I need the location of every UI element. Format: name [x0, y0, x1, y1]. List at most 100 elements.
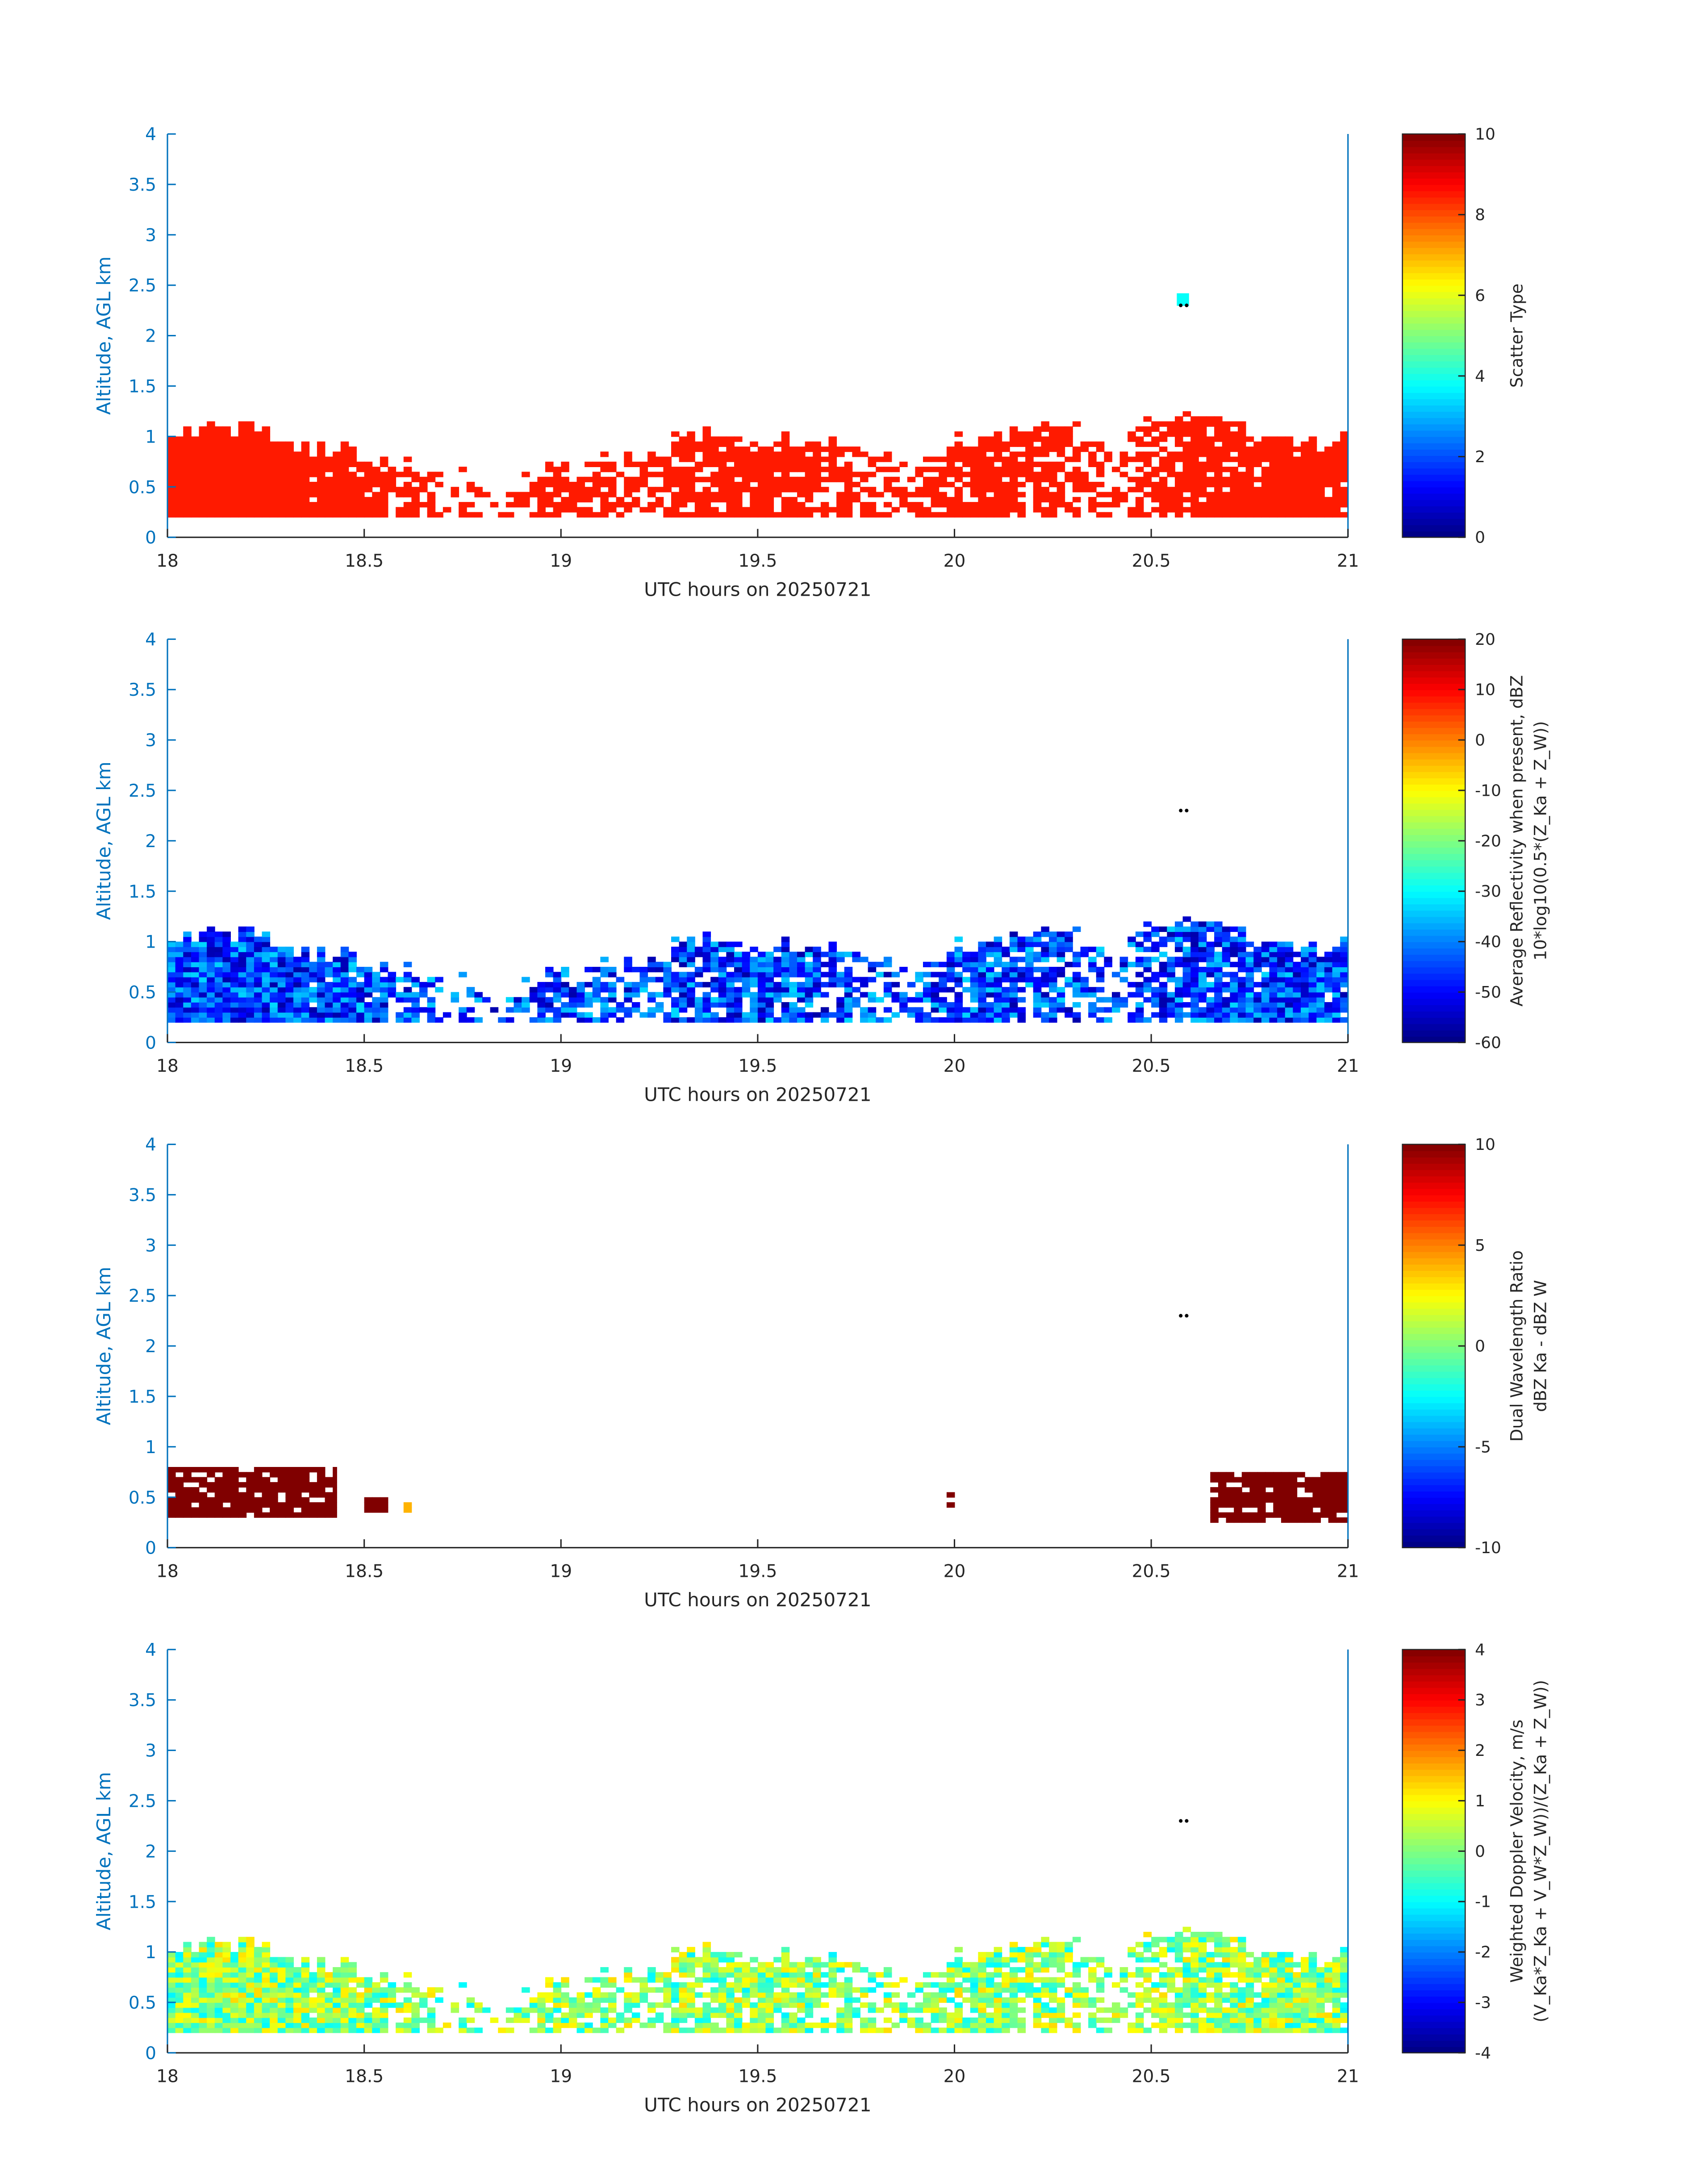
- heatmap-cell: [301, 1502, 310, 1508]
- heatmap-cell: [403, 997, 412, 1003]
- heatmap-cell: [1253, 461, 1262, 468]
- heatmap-cell: [1190, 982, 1199, 988]
- heatmap-cell: [1182, 932, 1191, 937]
- heatmap-cell: [1301, 446, 1309, 452]
- heatmap-cell: [931, 467, 940, 472]
- heatmap-cell: [1112, 1007, 1120, 1013]
- colorbar-swatch: [1402, 670, 1466, 678]
- heatmap-cell: [624, 2022, 632, 2028]
- heatmap-cell: [443, 2022, 451, 2028]
- heatmap-cell: [585, 476, 593, 482]
- colorbar-tick-label: 5: [1475, 1237, 1485, 1255]
- heatmap-cell: [301, 497, 310, 503]
- heatmap-cell: [561, 2022, 569, 2028]
- heatmap-cell: [254, 936, 263, 942]
- heatmap-cell: [994, 987, 1002, 993]
- heatmap-cell: [734, 512, 743, 518]
- heatmap-cell: [702, 497, 711, 503]
- heatmap-cell: [372, 1007, 380, 1013]
- y-tick-label: 1.5: [129, 1387, 156, 1407]
- colorbar-swatch: [1402, 979, 1466, 986]
- heatmap-cell: [214, 1502, 223, 1508]
- heatmap-cell: [765, 1977, 774, 1983]
- heatmap-cell: [1135, 481, 1144, 488]
- heatmap-cell: [183, 1002, 192, 1008]
- colorbar-tick-label: 2: [1475, 448, 1485, 466]
- heatmap-cell: [1041, 972, 1049, 978]
- heatmap-cell: [238, 1512, 247, 1518]
- heatmap-cell: [868, 2002, 877, 2008]
- heatmap-cell: [1033, 977, 1042, 982]
- heatmap-cell: [608, 997, 617, 1003]
- heatmap-cell: [277, 1962, 286, 1968]
- heatmap-cell: [734, 467, 743, 472]
- heatmap-cell: [474, 2027, 483, 2033]
- heatmap-cell: [270, 1012, 278, 1018]
- heatmap-cell: [396, 1987, 404, 1993]
- heatmap-cell: [1320, 1512, 1329, 1518]
- heatmap-cell: [1206, 416, 1215, 422]
- heatmap-cell: [978, 1002, 986, 1008]
- heatmap-cell: [333, 961, 341, 967]
- heatmap-cell: [1253, 952, 1262, 957]
- heatmap-cell: [1245, 492, 1254, 497]
- heatmap-cell: [1025, 957, 1034, 962]
- heatmap-cell: [1304, 1497, 1313, 1503]
- heatmap-cell: [1159, 1012, 1168, 1018]
- heatmap-cell: [1301, 461, 1309, 468]
- heatmap-cell: [1234, 1512, 1242, 1518]
- heatmap-cell: [608, 992, 617, 998]
- colorbar-swatch: [1402, 1289, 1466, 1296]
- heatmap-cell: [1104, 1007, 1112, 1013]
- heatmap-cell: [1210, 1517, 1219, 1523]
- heatmap-cell: [529, 987, 538, 993]
- heatmap-cell: [687, 936, 695, 942]
- heatmap-cell: [333, 1017, 341, 1023]
- heatmap-cell: [380, 456, 388, 462]
- heatmap-cell: [844, 987, 853, 993]
- heatmap-cell: [222, 436, 231, 442]
- heatmap-cell: [994, 992, 1002, 998]
- heatmap-cell: [1226, 1497, 1235, 1503]
- heatmap-cell: [1245, 512, 1254, 518]
- heatmap-cell: [734, 502, 743, 508]
- heatmap-cell: [1253, 497, 1262, 503]
- heatmap-cell: [702, 446, 711, 452]
- heatmap-cell: [246, 421, 255, 427]
- colorbar-swatch: [1402, 405, 1466, 412]
- heatmap-cell: [372, 997, 380, 1003]
- heatmap-cell: [246, 487, 255, 493]
- heatmap-cell: [246, 481, 255, 488]
- heatmap-cell: [222, 467, 231, 472]
- heatmap-cell: [860, 507, 869, 513]
- heatmap-cell: [317, 1482, 326, 1488]
- heatmap-cell: [1238, 421, 1246, 427]
- heatmap-cell: [734, 451, 743, 457]
- heatmap-cell: [246, 926, 255, 932]
- heatmap-cell: [1143, 431, 1152, 437]
- heatmap-cell: [1159, 997, 1168, 1003]
- heatmap-cell: [1065, 441, 1073, 447]
- heatmap-cell: [805, 1982, 814, 1988]
- heatmap-cell: [702, 967, 711, 973]
- heatmap-cell: [828, 972, 837, 978]
- heatmap-cell: [1249, 1492, 1258, 1498]
- heatmap-cell: [270, 502, 278, 508]
- heatmap-cell: [726, 957, 735, 962]
- heatmap-cell: [1269, 1017, 1278, 1023]
- heatmap-cell: [309, 1492, 317, 1498]
- colorbar-swatch: [1402, 247, 1466, 255]
- heatmap-cell: [694, 492, 703, 497]
- heatmap-cell: [1245, 987, 1254, 993]
- heatmap-cell: [718, 456, 727, 462]
- heatmap-cell: [1332, 1017, 1341, 1023]
- heatmap-cell: [262, 2007, 271, 2013]
- colorbar-swatch: [1402, 872, 1466, 879]
- colorbar-swatch: [1402, 146, 1466, 154]
- heatmap-cell: [828, 1982, 837, 1988]
- heatmap-cell: [1065, 977, 1073, 982]
- heatmap-cell: [537, 987, 546, 993]
- heatmap-cell: [600, 1007, 609, 1013]
- heatmap-cell: [655, 1987, 664, 1993]
- heatmap-cell: [687, 997, 695, 1003]
